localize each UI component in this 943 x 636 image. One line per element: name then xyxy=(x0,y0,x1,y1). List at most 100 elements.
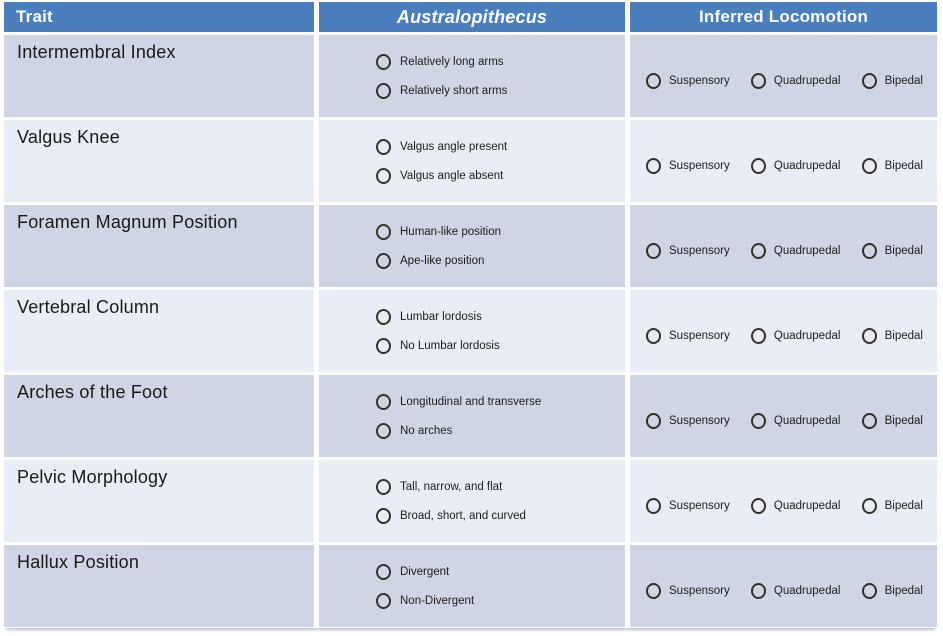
trait-option-label: Lumbar lordosis xyxy=(400,310,482,323)
locomotion-option-label: Suspensory xyxy=(669,160,730,172)
radio-button-icon[interactable] xyxy=(376,308,391,325)
radio-button-icon[interactable] xyxy=(646,158,661,174)
locomotion-option-label: Suspensory xyxy=(669,415,730,427)
locomotion-option: Quadrupedal xyxy=(750,498,840,514)
radio-button-icon[interactable] xyxy=(376,422,391,439)
locomotion-option: Quadrupedal xyxy=(750,413,841,429)
table-row: Pelvic Morphology Tall, narrow, and flat… xyxy=(4,460,937,542)
locomotion-options-group: Suspensory Quadrupedal Bipedal xyxy=(630,120,937,202)
radio-button-icon[interactable] xyxy=(646,328,661,344)
radio-button-icon[interactable] xyxy=(376,223,391,240)
trait-options-group: Human-like position Ape-like position xyxy=(319,205,625,287)
trait-option: Lumbar lordosis xyxy=(376,308,625,325)
radio-button-icon[interactable] xyxy=(861,243,877,259)
trait-label: Arches of the Foot xyxy=(4,375,314,457)
locomotion-options-group: Suspensory Quadrupedal Bipedal xyxy=(630,460,937,542)
trait-option-label: Longitudinal and transverse xyxy=(400,395,542,408)
locomotion-option: Quadrupedal xyxy=(750,583,840,599)
trait-options-group: Divergent Non-Divergent xyxy=(319,545,625,627)
table-row: Arches of the Foot Longitudinal and tran… xyxy=(4,375,937,457)
radio-button-icon[interactable] xyxy=(646,583,661,599)
locomotion-option-label: Quadrupedal xyxy=(773,415,841,427)
locomotion-option: Suspensory xyxy=(646,73,730,89)
radio-button-icon[interactable] xyxy=(861,328,877,344)
trait-options-group: Tall, narrow, and flat Broad, short, and… xyxy=(319,460,625,542)
locomotion-options-group: Suspensory Quadrupedal Bipedal xyxy=(630,35,937,117)
trait-label: Pelvic Morphology xyxy=(4,460,314,542)
radio-button-icon[interactable] xyxy=(750,73,766,89)
radio-button-icon[interactable] xyxy=(376,167,391,184)
table-row: Intermembral Index Relatively long arms … xyxy=(4,35,937,117)
locomotion-option: Bipedal xyxy=(861,73,923,89)
radio-button-icon[interactable] xyxy=(376,252,391,269)
radio-button-icon[interactable] xyxy=(750,243,766,259)
trait-options-group: Relatively long arms Relatively short ar… xyxy=(319,35,625,117)
locomotion-options-group: Suspensory Quadrupedal Bipedal xyxy=(630,375,937,457)
locomotion-option-label: Suspensory xyxy=(669,500,730,512)
radio-button-icon[interactable] xyxy=(646,413,661,429)
table-body: Intermembral Index Relatively long arms … xyxy=(4,35,937,627)
radio-button-icon[interactable] xyxy=(646,73,661,89)
locomotion-option-label: Quadrupedal xyxy=(773,245,841,257)
radio-button-icon[interactable] xyxy=(376,337,391,354)
trait-label: Foramen Magnum Position xyxy=(4,205,314,287)
radio-button-icon[interactable] xyxy=(861,498,877,514)
trait-option-label: Divergent xyxy=(400,565,450,578)
radio-button-icon[interactable] xyxy=(376,563,391,580)
locomotion-option-label: Bipedal xyxy=(884,160,923,172)
locomotion-option: Suspensory xyxy=(646,243,730,259)
locomotion-options-group: Suspensory Quadrupedal Bipedal xyxy=(630,290,937,372)
locomotion-option: Bipedal xyxy=(861,243,923,259)
radio-button-icon[interactable] xyxy=(376,138,391,155)
radio-button-icon[interactable] xyxy=(376,478,391,495)
locomotion-options-group: Suspensory Quadrupedal Bipedal xyxy=(630,545,937,627)
table-row: Hallux Position Divergent Non-Divergent … xyxy=(4,545,937,627)
locomotion-option-label: Bipedal xyxy=(884,585,923,597)
radio-button-icon[interactable] xyxy=(750,328,766,344)
radio-button-icon[interactable] xyxy=(861,583,877,599)
locomotion-option: Suspensory xyxy=(646,413,730,429)
radio-button-icon[interactable] xyxy=(376,592,391,609)
radio-button-icon[interactable] xyxy=(861,73,877,89)
trait-label: Vertebral Column xyxy=(4,290,314,372)
radio-button-icon[interactable] xyxy=(750,158,766,174)
trait-option-label: Valgus angle present xyxy=(400,140,508,153)
radio-button-icon[interactable] xyxy=(376,507,391,524)
radio-button-icon[interactable] xyxy=(646,498,661,514)
header-trait: Trait xyxy=(4,2,314,32)
table-header-row: Trait Australopithecus Inferred Locomoti… xyxy=(4,2,937,32)
locomotion-option-label: Bipedal xyxy=(884,75,923,87)
trait-option: Valgus angle absent xyxy=(376,167,625,184)
locomotion-option: Suspensory xyxy=(646,583,730,599)
locomotion-option: Quadrupedal xyxy=(750,73,841,89)
radio-button-icon[interactable] xyxy=(861,413,877,429)
trait-option: Human-like position xyxy=(376,223,625,240)
trait-option-label: No arches xyxy=(400,424,453,437)
header-australopithecus: Australopithecus xyxy=(319,2,625,32)
table-row: Foramen Magnum Position Human-like posit… xyxy=(4,205,937,287)
radio-button-icon[interactable] xyxy=(750,498,766,514)
locomotion-option: Bipedal xyxy=(861,328,923,344)
trait-option: Divergent xyxy=(376,563,625,580)
locomotion-option-label: Suspensory xyxy=(669,75,730,87)
trait-label: Hallux Position xyxy=(4,545,314,627)
radio-button-icon[interactable] xyxy=(376,82,391,99)
trait-option: Relatively long arms xyxy=(376,53,625,70)
trait-label: Intermembral Index xyxy=(4,35,314,117)
radio-button-icon[interactable] xyxy=(750,583,766,599)
trait-options-group: Longitudinal and transverse No arches xyxy=(319,375,625,457)
radio-button-icon[interactable] xyxy=(750,413,766,429)
locomotion-option: Bipedal xyxy=(861,583,923,599)
radio-button-icon[interactable] xyxy=(376,393,391,410)
locomotion-option-label: Bipedal xyxy=(884,415,923,427)
locomotion-option: Suspensory xyxy=(646,328,730,344)
radio-button-icon[interactable] xyxy=(376,53,391,70)
radio-button-icon[interactable] xyxy=(861,158,877,174)
radio-button-icon[interactable] xyxy=(646,243,661,259)
locomotion-option-label: Quadrupedal xyxy=(773,75,841,87)
trait-option-label: Tall, narrow, and flat xyxy=(400,480,503,493)
trait-option-label: Ape-like position xyxy=(400,254,485,267)
trait-table: Trait Australopithecus Inferred Locomoti… xyxy=(4,2,937,628)
trait-option-label: No Lumbar lordosis xyxy=(400,339,500,352)
locomotion-option: Quadrupedal xyxy=(750,328,840,344)
